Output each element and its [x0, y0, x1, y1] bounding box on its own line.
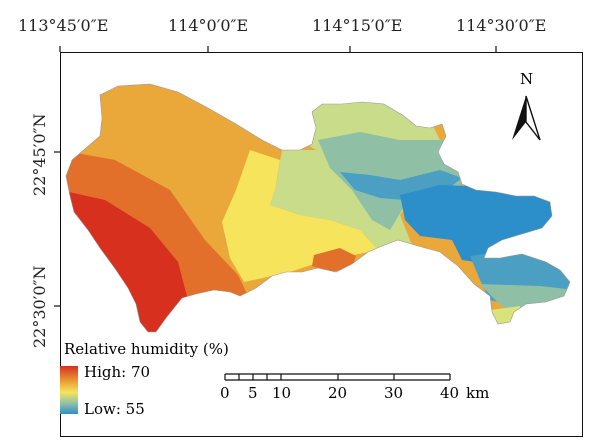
- legend-title: Relative humidity (%): [64, 340, 229, 358]
- scale-tick-0: 0: [220, 384, 230, 402]
- north-arrow-icon: [512, 95, 541, 141]
- scale-tick-40: 40: [440, 384, 459, 402]
- scale-tick-30: 30: [384, 384, 403, 402]
- longitude-label-113-45: 113°45′0″E: [18, 16, 109, 35]
- humidity-zones: [66, 84, 570, 332]
- scale-bar-labels: 0 5 10 20 30 40 km: [220, 384, 489, 402]
- graticule-ticks: [54, 46, 497, 307]
- zone-moderate-low: [270, 150, 412, 250]
- scale-tick-10: 10: [272, 384, 291, 402]
- zone-lowest: [400, 185, 560, 262]
- legend-low-label: Low: 55: [84, 400, 145, 418]
- scale-tick-20: 20: [328, 384, 347, 402]
- map-frame: [60, 52, 583, 437]
- longitude-label-114-00: 114°0′0″E: [168, 16, 249, 35]
- scale-unit: km: [466, 384, 489, 402]
- legend-high-label: High: 70: [84, 363, 150, 381]
- north-label: N: [520, 70, 533, 88]
- scale-tick-5: 5: [248, 384, 258, 402]
- scale-bar: [224, 373, 451, 381]
- longitude-label-114-15: 114°15′0″E: [312, 16, 403, 35]
- longitude-label-114-30: 114°30′0″E: [456, 16, 547, 35]
- legend-color-ramp: [60, 366, 78, 414]
- zone-coastal-pocket: [312, 248, 356, 272]
- land-outline: [65, 83, 571, 333]
